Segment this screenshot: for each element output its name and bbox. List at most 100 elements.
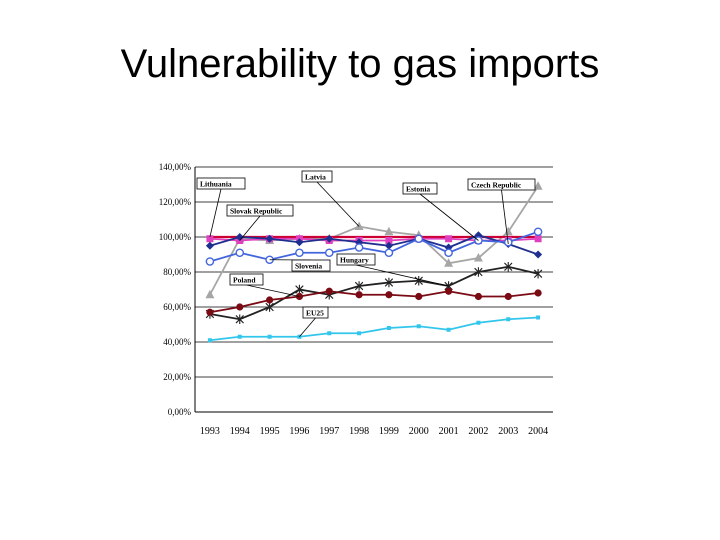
series-line: [209, 265, 539, 321]
callout-leader: [355, 264, 449, 287]
callout-label: Slovak Republic: [230, 207, 283, 216]
data-point: [327, 331, 332, 336]
callout-leader: [209, 188, 222, 238]
data-point: [265, 234, 274, 243]
series-poland: [206, 287, 542, 316]
x-tick-label: 1994: [230, 426, 250, 437]
callout-label: Lithuania: [200, 180, 232, 189]
y-tick-label: 40,00%: [163, 337, 191, 347]
data-point: [504, 292, 512, 301]
data-point: [503, 226, 513, 236]
line-chart: 0,00% 20,00% 40,00% 60,00% 80,00% 100,00% 120,…: [145, 155, 565, 445]
y-tick-label: 120,00%: [159, 197, 192, 207]
callout-label: Hungary: [340, 256, 369, 265]
data-point: [384, 248, 394, 258]
slide-title: Vulnerability to gas imports: [120, 42, 600, 86]
callout-box: [226, 204, 294, 217]
data-point: [444, 287, 453, 295]
callout-label: Estonia: [406, 185, 430, 194]
data-point: [534, 250, 543, 259]
data-point: [206, 235, 214, 243]
callout-leader: [299, 317, 316, 338]
data-point: [265, 302, 274, 312]
x-tick-label: 1993: [200, 426, 220, 437]
y-tick-label: 140,00%: [159, 162, 192, 172]
data-point: [416, 324, 421, 329]
callout-box: [229, 273, 264, 286]
callout-leader: [419, 193, 479, 241]
callout-label: EU25: [306, 309, 324, 318]
data-point: [384, 226, 394, 236]
data-point: [474, 267, 483, 277]
data-point: [533, 181, 543, 190]
data-point: [325, 234, 334, 243]
data-point: [324, 248, 334, 258]
callout-eu25: EU25: [299, 306, 329, 338]
series-line: [209, 290, 539, 314]
x-tick-label: 2000: [409, 426, 429, 437]
series-estonia: [205, 227, 543, 266]
data-point: [235, 314, 244, 325]
callout-hungary: Hungary: [336, 253, 449, 287]
callout-box: [301, 170, 333, 183]
data-point: [237, 334, 242, 339]
data-point: [534, 289, 542, 297]
data-point: [506, 317, 511, 322]
x-tick-label: 1998: [349, 426, 369, 437]
data-point: [385, 237, 393, 244]
data-point: [384, 277, 394, 288]
callout-box: [302, 306, 329, 319]
data-point: [536, 315, 541, 320]
callout-box: [196, 177, 246, 190]
series-line: [209, 316, 539, 342]
x-tick-label: 2002: [468, 426, 488, 437]
callout-box: [402, 182, 438, 195]
data-point: [534, 235, 542, 243]
data-point: [384, 241, 393, 250]
data-point: [295, 248, 304, 258]
callout-box: [467, 178, 536, 191]
callout-slovak-republic: Slovak Republic: [226, 204, 294, 241]
data-point: [354, 281, 364, 291]
data-point: [446, 327, 451, 332]
data-point: [474, 292, 483, 301]
callout-label: Poland: [233, 276, 256, 285]
series-eu25: [207, 315, 541, 343]
callout-label: Czech Republic: [471, 181, 522, 190]
callout-slovenia: Slovenia: [269, 259, 331, 272]
callout-leader: [246, 284, 300, 297]
data-point: [414, 234, 424, 244]
x-tick-label: 1997: [319, 426, 339, 437]
x-tick-label: 1999: [379, 426, 399, 437]
data-point: [504, 261, 513, 272]
callout-leader: [239, 215, 261, 241]
x-tick-label: 2001: [439, 426, 459, 437]
data-point: [205, 289, 215, 299]
callout-leader: [316, 181, 360, 227]
x-tick-label: 2003: [498, 426, 518, 437]
data-point: [445, 235, 453, 243]
y-tick-label: 100,00%: [159, 232, 192, 242]
data-point: [235, 233, 244, 241]
callout-czech-republic: Czech Republic: [467, 178, 536, 245]
data-point: [415, 292, 423, 301]
data-point: [236, 303, 244, 311]
callout-box: [336, 253, 376, 266]
data-point: [354, 243, 364, 252]
data-point: [444, 248, 453, 258]
data-point: [325, 287, 333, 295]
data-point: [533, 268, 543, 279]
data-point: [355, 291, 363, 299]
data-point: [206, 308, 214, 316]
callout-leader: [501, 189, 509, 245]
y-tick-label: 60,00%: [163, 302, 191, 312]
data-point: [354, 221, 364, 230]
x-tick-label: 1995: [260, 426, 280, 437]
data-point: [265, 296, 274, 304]
callout-label: Slovenia: [295, 262, 322, 271]
callout-label: Latvia: [305, 173, 326, 182]
data-point: [476, 320, 481, 325]
x-tick-label: 2004: [528, 426, 548, 437]
data-point: [533, 227, 543, 237]
data-point: [295, 284, 304, 295]
